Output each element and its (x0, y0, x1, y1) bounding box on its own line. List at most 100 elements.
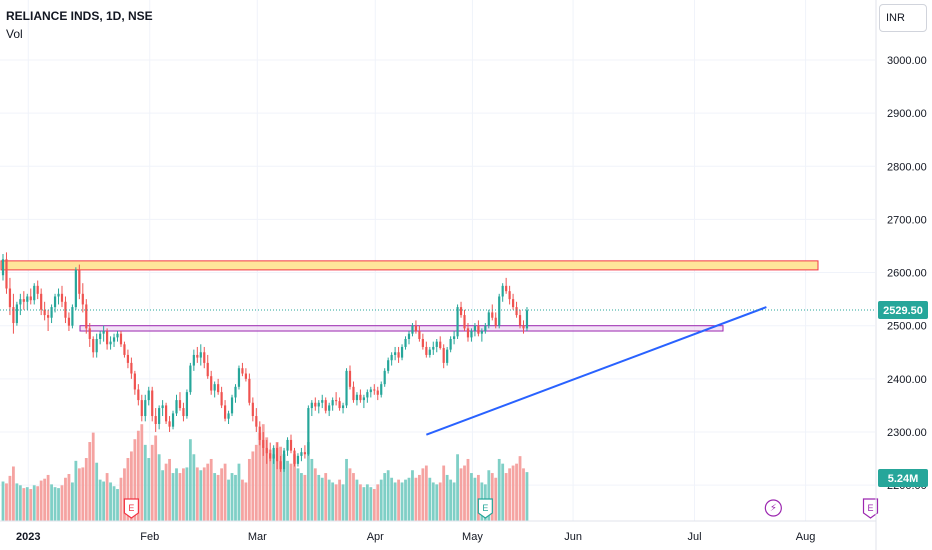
volume-bar (188, 439, 192, 521)
candle-body (442, 348, 445, 363)
volume-bar (320, 477, 324, 521)
candle-body (189, 365, 192, 393)
volume-bar (515, 463, 518, 521)
indicator-label[interactable]: Vol (6, 27, 23, 41)
candle-body (227, 413, 230, 419)
event-marker: E (862, 498, 879, 519)
candle-body (182, 408, 185, 417)
volume-bar (195, 467, 199, 521)
candle-body (199, 352, 202, 358)
candle-body (300, 452, 303, 456)
volume-bar (421, 468, 425, 521)
event-marker-glyph: E (128, 503, 134, 513)
volume-bar (147, 458, 151, 521)
candle-body (85, 304, 88, 329)
volume-bar (247, 458, 251, 521)
volume-bar (511, 465, 515, 521)
candle-body (324, 400, 327, 411)
candle-body (459, 307, 463, 316)
time-axis[interactable]: 2023 Feb Mar Apr May Jun Jul Aug (0, 520, 876, 543)
volume-bar (466, 458, 470, 521)
event-marker-shape (123, 498, 139, 519)
currency-button[interactable]: INR (879, 4, 927, 32)
volume-bar (182, 468, 185, 521)
volume-bar (234, 474, 237, 521)
last-volume-tag (878, 469, 928, 487)
volume-bar (383, 473, 387, 521)
candle-body (112, 337, 116, 342)
volume-bar (88, 442, 92, 521)
candle-body (151, 390, 154, 417)
candle-body (345, 370, 348, 406)
candle-body (74, 269, 77, 308)
candle-body (50, 307, 53, 318)
volume-bar (50, 484, 53, 521)
candle-body (269, 453, 272, 459)
candle-body (53, 296, 57, 308)
candle-body (251, 402, 254, 417)
volume-bar (116, 489, 119, 521)
candle-body (154, 416, 157, 425)
volume-bar (71, 482, 74, 521)
x-tick-label: Apr (367, 531, 384, 543)
candle-body (463, 315, 466, 329)
candle-body (376, 390, 379, 395)
volume-bar (36, 486, 40, 521)
x-tick-label: Aug (796, 531, 816, 543)
candle-body (102, 331, 105, 334)
candle-body (241, 368, 244, 374)
candle-body (244, 373, 247, 379)
volume-bar (293, 454, 296, 521)
candle-body (331, 400, 334, 406)
candle-body (522, 325, 525, 329)
volume-bar (487, 470, 491, 521)
candle-body (26, 296, 29, 302)
volume-bar (164, 463, 168, 521)
x-tick-label: Jun (564, 531, 582, 543)
volume-bar (109, 482, 112, 521)
candle-body (144, 400, 147, 417)
candle-body (213, 384, 216, 391)
candle-body (36, 285, 39, 294)
volume-bar (126, 458, 130, 521)
candle-body (130, 362, 133, 374)
volume-bar (272, 454, 276, 521)
candle-body (47, 315, 50, 318)
candle-body (71, 307, 74, 326)
volume-bar (306, 442, 310, 521)
candle-body (456, 307, 459, 337)
volume-bar (438, 482, 442, 521)
candle-body (491, 312, 494, 318)
volume-bar (102, 481, 106, 521)
x-tick-label: Mar (248, 531, 267, 543)
candle-body (449, 338, 452, 350)
volume-bar (494, 477, 498, 521)
event-marker: E (123, 498, 139, 519)
candle-body (92, 338, 95, 353)
volume-bar (459, 468, 463, 521)
volume-bar (411, 470, 414, 521)
candle-body (466, 328, 470, 338)
candle-body (418, 331, 421, 339)
volume-bar (286, 460, 289, 521)
candle-body (348, 370, 352, 387)
price-axis[interactable]: 3000.00 2900.00 2800.00 2700.00 2600.00 2500.… (875, 0, 928, 550)
candle-body (362, 397, 365, 401)
y-tick-label: 2600.00 (887, 268, 927, 280)
volume-bar (497, 458, 501, 521)
candle-body (480, 331, 483, 334)
candle-body (220, 392, 223, 406)
volume-bar (171, 473, 175, 521)
candle-body (421, 338, 424, 347)
candle-body (390, 354, 393, 361)
event-marker-glyph: E (482, 503, 488, 513)
candle-body (355, 394, 359, 401)
candle-body (262, 439, 265, 448)
volume-bar (404, 479, 407, 521)
symbol-title[interactable]: RELIANCE INDS, 1D, NSE (6, 9, 153, 23)
volume-bar (60, 485, 64, 521)
candle-body (359, 394, 362, 401)
candle-body (432, 346, 435, 350)
volume-bar (157, 454, 161, 521)
